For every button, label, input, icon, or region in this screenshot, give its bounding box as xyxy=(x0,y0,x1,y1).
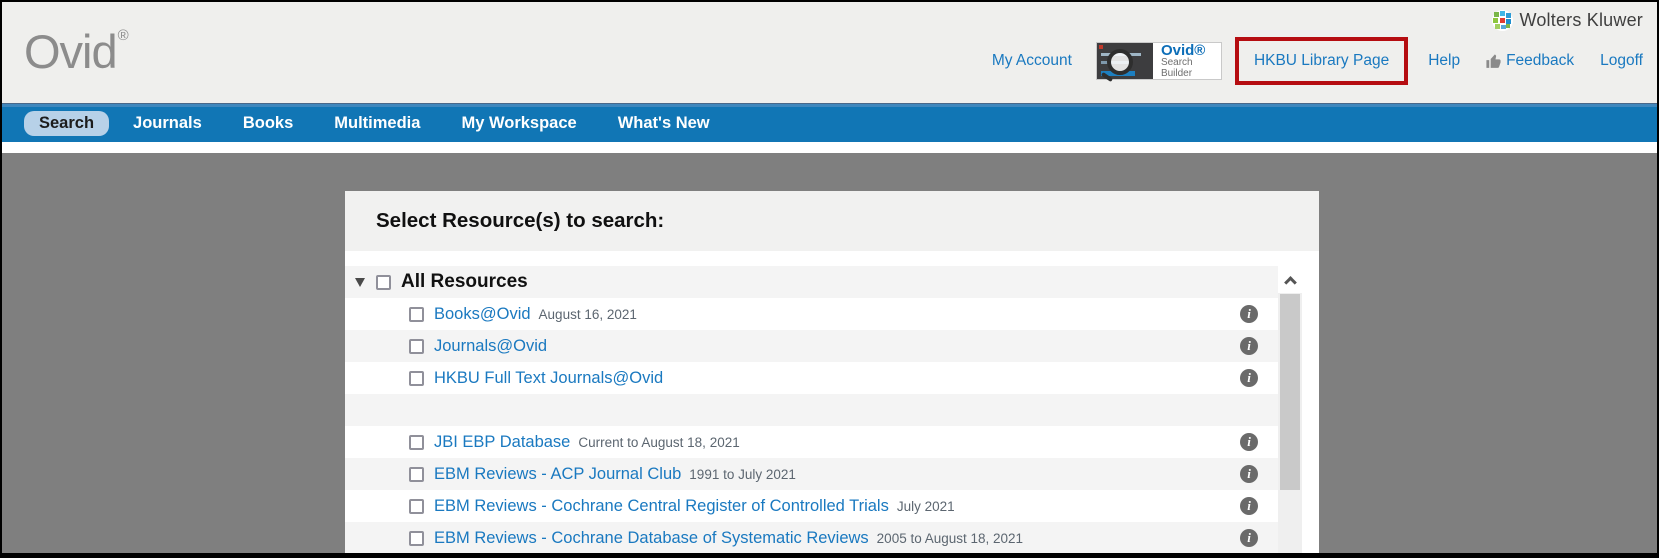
info-icon[interactable]: i xyxy=(1240,305,1258,323)
panel-gap xyxy=(345,251,1319,266)
scrollbar xyxy=(1278,266,1302,553)
nav-tab-search[interactable]: Search xyxy=(24,110,110,136)
spacer-row xyxy=(345,394,1278,426)
my-account-link[interactable]: My Account xyxy=(991,52,1072,69)
coverage-dates: 2005 to August 18, 2021 xyxy=(876,530,1024,546)
resource-checkbox[interactable] xyxy=(409,466,424,482)
ovid-logo: Ovid® xyxy=(24,24,129,79)
magnifier-icon xyxy=(1106,49,1133,75)
resource-checkbox[interactable] xyxy=(409,338,424,354)
nav-tab-what-s-new[interactable]: What's New xyxy=(617,113,710,132)
panel-right-padding xyxy=(1302,266,1319,553)
resource-selection-panel: Select Resource(s) to search: All Resour… xyxy=(345,191,1319,553)
resource-row: EBM Reviews - ACP Journal Club 1991 to Ju… xyxy=(345,458,1278,490)
info-icon[interactable]: i xyxy=(1240,497,1258,515)
resource-row: JBI EBP Database Current to August 18, 20… xyxy=(345,426,1278,458)
resource-row: Journals@Ovid i xyxy=(345,330,1278,362)
thumbs-up-icon xyxy=(1486,53,1501,68)
ovid-logo-text: Ovid xyxy=(24,25,118,78)
resource-checkbox[interactable] xyxy=(409,306,424,322)
nav-tab-multimedia[interactable]: Multimedia xyxy=(334,113,421,132)
search-builder-title: Ovid® xyxy=(1160,41,1206,59)
resource-row: EBM Reviews - Cochrane Central Register … xyxy=(345,490,1278,522)
resource-row: HKBU Full Text Journals@Ovid i xyxy=(345,362,1278,394)
all-resources-row: All Resources xyxy=(345,266,1278,298)
chevron-up-icon xyxy=(1283,275,1297,289)
nav-tab-books[interactable]: Books xyxy=(242,113,294,132)
resource-link[interactable]: HKBU Full Text Journals@Ovid xyxy=(434,368,664,387)
search-builder-caption: Ovid® Search Builder xyxy=(1153,41,1221,80)
info-icon[interactable]: i xyxy=(1240,369,1258,387)
scrollbar-track[interactable] xyxy=(1278,293,1302,553)
resource-row: EBM Reviews - Cochrane Database of Syste… xyxy=(345,522,1278,553)
logoff-link[interactable]: Logoff xyxy=(1600,52,1643,69)
scroll-up-button[interactable] xyxy=(1278,266,1302,293)
resource-checkbox[interactable] xyxy=(409,530,424,546)
scrollbar-thumb[interactable] xyxy=(1280,294,1300,490)
coverage-dates: Current to August 18, 2021 xyxy=(578,434,740,450)
search-builder-subtitle: Search Builder xyxy=(1160,57,1193,79)
all-resources-checkbox[interactable] xyxy=(376,274,391,290)
help-link[interactable]: Help xyxy=(1428,52,1461,69)
highlight-annotation-box: HKBU Library Page xyxy=(1234,37,1409,85)
wolters-kluwer-wordmark: Wolters Kluwer xyxy=(1519,10,1643,30)
utility-links: My Account Ovid® Search Builder HKBU Lib… xyxy=(992,36,1645,86)
search-builder-thumbnail xyxy=(1096,43,1153,83)
resource-link[interactable]: Books@Ovid xyxy=(434,304,531,323)
top-header: Ovid® Wolters Kluwer My Account xyxy=(2,2,1657,103)
thumbnail-close-dot xyxy=(1098,45,1103,49)
registered-mark: ® xyxy=(117,27,129,44)
resource-link[interactable]: EBM Reviews - Cochrane Central Register … xyxy=(434,496,889,515)
page-background: Select Resource(s) to search: All Resour… xyxy=(2,153,1657,553)
coverage-dates: August 16, 2021 xyxy=(538,306,637,322)
resource-checkbox[interactable] xyxy=(409,434,424,450)
info-icon[interactable]: i xyxy=(1240,529,1258,547)
panel-body: All Resources Books@Ovid August 16, 2021 i… xyxy=(345,266,1319,553)
nav-bottom-strip xyxy=(2,142,1657,153)
ovid-search-builder-badge[interactable]: Ovid® Search Builder xyxy=(1095,41,1222,83)
resource-row: Books@Ovid August 16, 2021 i xyxy=(345,298,1278,330)
resource-link[interactable]: Journals@Ovid xyxy=(434,336,548,355)
resource-list: All Resources Books@Ovid August 16, 2021 i… xyxy=(345,266,1278,553)
nav-tab-my-workspace[interactable]: My Workspace xyxy=(461,113,577,132)
wolters-kluwer-globe-icon xyxy=(1492,10,1514,31)
main-nav-bar: Search Journals Books Multimedia My Workspac… xyxy=(2,103,1657,142)
all-resources-label: All Resources xyxy=(401,271,528,292)
info-icon[interactable]: i xyxy=(1240,465,1258,483)
coverage-dates: July 2021 xyxy=(896,498,955,514)
coverage-dates: 1991 to July 2021 xyxy=(689,466,796,482)
resource-link[interactable]: EBM Reviews - ACP Journal Club xyxy=(434,464,682,483)
info-icon[interactable]: i xyxy=(1240,337,1258,355)
nav-tab-journals[interactable]: Journals xyxy=(133,113,202,132)
panel-title: Select Resource(s) to search: xyxy=(376,209,665,232)
hkbu-library-page-link[interactable]: HKBU Library Page xyxy=(1253,52,1390,69)
collapse-triangle-icon[interactable] xyxy=(355,277,365,287)
resource-checkbox[interactable] xyxy=(409,498,424,514)
panel-header: Select Resource(s) to search: xyxy=(345,191,1319,251)
wolters-kluwer-logo: Wolters Kluwer xyxy=(1492,10,1643,31)
resource-link[interactable]: JBI EBP Database xyxy=(434,432,571,451)
resource-link[interactable]: EBM Reviews - Cochrane Database of Syste… xyxy=(434,528,869,547)
info-icon[interactable]: i xyxy=(1240,433,1258,451)
feedback-link[interactable]: Feedback xyxy=(1506,52,1575,69)
resource-checkbox[interactable] xyxy=(409,370,424,386)
feedback-block[interactable]: Feedback xyxy=(1485,52,1574,70)
